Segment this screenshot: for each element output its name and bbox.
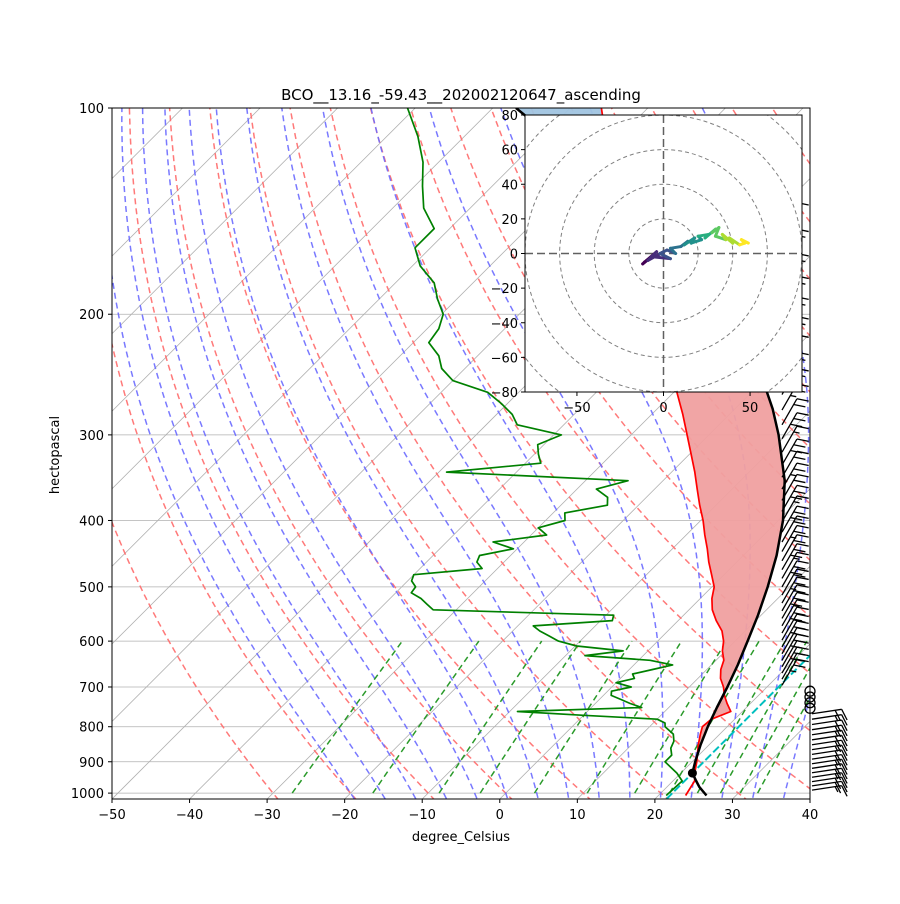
x-tick-label: 40: [802, 808, 819, 823]
chart-title: BCO__13.16_-59.43__202002120647_ascendin…: [281, 86, 641, 105]
hodo-y-tick-label: 60: [501, 144, 518, 159]
y-tick-label: 100: [79, 102, 104, 117]
x-tick-label: −10: [409, 808, 436, 823]
x-tick-label: −20: [331, 808, 358, 823]
x-tick-label: −40: [176, 808, 203, 823]
wind-barb: [812, 786, 847, 797]
hodo-y-tick-label: 0: [510, 248, 518, 263]
hodo-x-tick-label: 0: [659, 401, 667, 416]
isotherm: [810, 108, 900, 799]
x-tick-label: −30: [253, 808, 280, 823]
isotherm: [0, 108, 27, 799]
x-axis-label: degree_Celsius: [412, 830, 510, 845]
x-axis-ticks: −50 −40 −30 −20 −10 0 10 20 30 40: [98, 799, 818, 823]
y-tick-label: 800: [79, 721, 104, 736]
hodo-y-tick-label: 20: [501, 213, 518, 228]
hodograph-segment: [670, 247, 680, 249]
hodo-y-tick-label: −20: [491, 282, 518, 297]
x-tick-label: 0: [496, 808, 504, 823]
hodo-y-tick-label: 40: [501, 178, 518, 193]
y-tick-label: 1000: [71, 787, 104, 802]
y-tick-label: 200: [79, 308, 104, 323]
dry-adiabat: [853, 108, 900, 808]
y-tick-label: 700: [79, 681, 104, 696]
y-tick-label: 500: [79, 581, 104, 596]
x-tick-label: 30: [724, 808, 741, 823]
x-tick-label: 20: [647, 808, 664, 823]
y-axis-ticks: 100 200 300 400 500 600 700 800 900 1000: [71, 102, 112, 802]
y-tick-label: 600: [79, 635, 104, 650]
y-axis-label: hectopascal: [48, 416, 63, 494]
barb-flag: [842, 715, 847, 726]
y-tick-label: 300: [79, 429, 104, 444]
hodo-x-tick-label: 50: [742, 401, 759, 416]
hodo-x-tick-label: −50: [563, 401, 590, 416]
y-tick-label: 400: [79, 514, 104, 529]
dry-adiabat: [812, 108, 900, 808]
barb-flag: [842, 709, 847, 720]
x-tick-label: 10: [569, 808, 586, 823]
lcl-marker: [688, 769, 697, 778]
hodo-y-tick-label: −40: [491, 317, 518, 332]
isotherm: [888, 108, 900, 799]
moist-adiabat: [812, 108, 900, 808]
hodo-y-tick-label: −60: [491, 351, 518, 366]
y-tick-label: 900: [79, 756, 104, 771]
barb-flag: [842, 720, 847, 731]
hodo-y-tick-label: −80: [491, 386, 518, 401]
hodo-y-tick-label: 80: [501, 109, 518, 124]
x-tick-label: −50: [98, 808, 125, 823]
